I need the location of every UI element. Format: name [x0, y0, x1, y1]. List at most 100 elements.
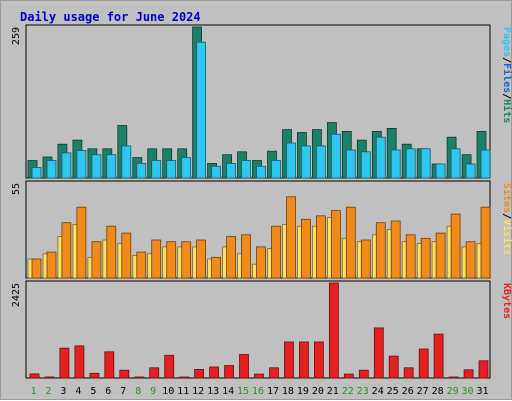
x-tick-day-20: 20	[312, 386, 324, 397]
bar-sites-day-7	[121, 232, 132, 279]
bar-kbytes-day-21	[328, 282, 339, 379]
legend-bottom: KBytes	[501, 283, 512, 319]
x-tick-day-18: 18	[282, 386, 294, 397]
bar-files-day-24	[375, 136, 386, 179]
bar-kbytes-day-13	[209, 366, 220, 379]
bar-files-day-4	[76, 150, 87, 179]
panels-layer	[25, 24, 491, 379]
bars-layer	[27, 26, 491, 379]
bar-sites-day-15	[241, 234, 251, 279]
bar-files-day-19	[300, 145, 311, 179]
bar-sites-day-25	[390, 220, 401, 279]
bar-kbytes-day-10	[164, 354, 175, 379]
legend-middle: Sites/Visits	[501, 183, 512, 255]
x-tick-day-10: 10	[162, 386, 174, 397]
bar-sites-day-13	[211, 256, 222, 279]
x-tick-day-30: 30	[461, 386, 473, 397]
x-tick-day-16: 16	[252, 386, 264, 397]
bar-kbytes-day-12	[194, 368, 205, 379]
bar-kbytes-day-5	[89, 372, 100, 379]
legend-top-part-1: Pages	[501, 27, 512, 57]
bar-sites-day-2	[46, 251, 57, 279]
bar-kbytes-day-24	[373, 327, 384, 379]
bar-kbytes-day-31	[478, 360, 489, 379]
bar-sites-day-3	[61, 222, 72, 279]
bar-files-day-13	[211, 165, 222, 179]
bar-kbytes-day-26	[403, 367, 414, 379]
bar-sites-day-30	[465, 241, 476, 279]
legend-middle-part-3: Visits	[501, 219, 512, 255]
bar-files-day-11	[181, 157, 192, 179]
axis-layer: 259552425Pages/Files/HitsSites/VisitsKBy…	[11, 27, 512, 397]
y-max-label-panel-1: 259	[11, 27, 22, 45]
chart-title: Daily usage for June 2024	[20, 10, 201, 24]
bar-kbytes-day-1	[29, 373, 40, 379]
bar-kbytes-day-25	[388, 355, 399, 379]
legend-middle-part-1: Sites	[501, 183, 512, 213]
bar-kbytes-day-2	[44, 376, 55, 379]
bar-sites-day-1	[31, 258, 42, 279]
bar-kbytes-day-6	[104, 351, 115, 379]
x-tick-day-25: 25	[387, 386, 399, 397]
legend-top-part-3: Files	[501, 63, 512, 93]
bar-sites-day-4	[76, 206, 87, 279]
bar-files-day-21	[330, 133, 341, 179]
bar-kbytes-day-30	[463, 369, 474, 379]
x-tick-day-15: 15	[237, 386, 249, 397]
x-tick-day-6: 6	[105, 386, 111, 397]
bar-sites-day-8	[136, 251, 147, 279]
bar-files-day-25	[390, 149, 401, 179]
bar-sites-day-18	[286, 196, 296, 279]
legend-middle-part-2: /	[501, 213, 512, 219]
bar-sites-day-22	[345, 206, 356, 279]
bar-kbytes-day-16	[254, 373, 264, 379]
bar-files-day-31	[480, 149, 491, 179]
bar-kbytes-day-23	[358, 369, 369, 379]
x-tick-day-27: 27	[417, 386, 429, 397]
bar-files-day-26	[405, 148, 416, 179]
legend-top-part-2: /	[501, 57, 512, 63]
bar-sites-day-20	[315, 215, 326, 279]
x-tick-day-22: 22	[342, 386, 354, 397]
bar-kbytes-day-17	[269, 367, 279, 379]
x-tick-day-3: 3	[60, 386, 66, 397]
bar-files-day-30	[465, 163, 476, 179]
x-tick-day-14: 14	[222, 386, 234, 397]
legend-top: Pages/Files/Hits	[501, 27, 512, 123]
bar-sites-day-21	[330, 210, 341, 279]
bar-sites-day-6	[106, 225, 117, 279]
bar-files-day-12	[196, 41, 207, 179]
bar-files-day-28	[435, 163, 446, 179]
bar-sites-day-5	[91, 241, 102, 279]
bar-kbytes-day-3	[59, 347, 70, 379]
bar-files-day-16	[256, 165, 266, 179]
bar-files-day-6	[106, 154, 117, 179]
bar-sites-day-26	[405, 234, 416, 279]
x-tick-day-5: 5	[90, 386, 96, 397]
bar-sites-day-24	[375, 222, 386, 279]
bar-sites-day-16	[256, 246, 266, 279]
bar-kbytes-day-4	[74, 345, 85, 379]
bar-kbytes-day-28	[433, 333, 444, 379]
x-tick-day-12: 12	[192, 386, 204, 397]
bar-sites-day-29	[450, 213, 461, 279]
bar-kbytes-day-22	[343, 373, 354, 379]
x-tick-day-21: 21	[327, 386, 339, 397]
x-tick-day-31: 31	[476, 386, 488, 397]
x-tick-day-26: 26	[402, 386, 414, 397]
x-tick-day-17: 17	[267, 386, 279, 397]
legend-top-part-4: /	[501, 93, 512, 99]
bar-files-day-23	[360, 151, 371, 179]
bar-sites-day-14	[226, 236, 237, 279]
x-tick-day-13: 13	[207, 386, 219, 397]
bar-kbytes-day-19	[298, 341, 309, 379]
bar-kbytes-day-11	[179, 376, 190, 379]
bar-sites-day-17	[271, 225, 281, 279]
bar-kbytes-day-7	[119, 369, 130, 379]
bar-sites-day-11	[181, 241, 192, 279]
x-tick-day-4: 4	[75, 386, 81, 397]
bar-files-day-14	[226, 162, 237, 179]
bar-sites-day-23	[360, 239, 371, 279]
x-tick-day-19: 19	[297, 386, 309, 397]
